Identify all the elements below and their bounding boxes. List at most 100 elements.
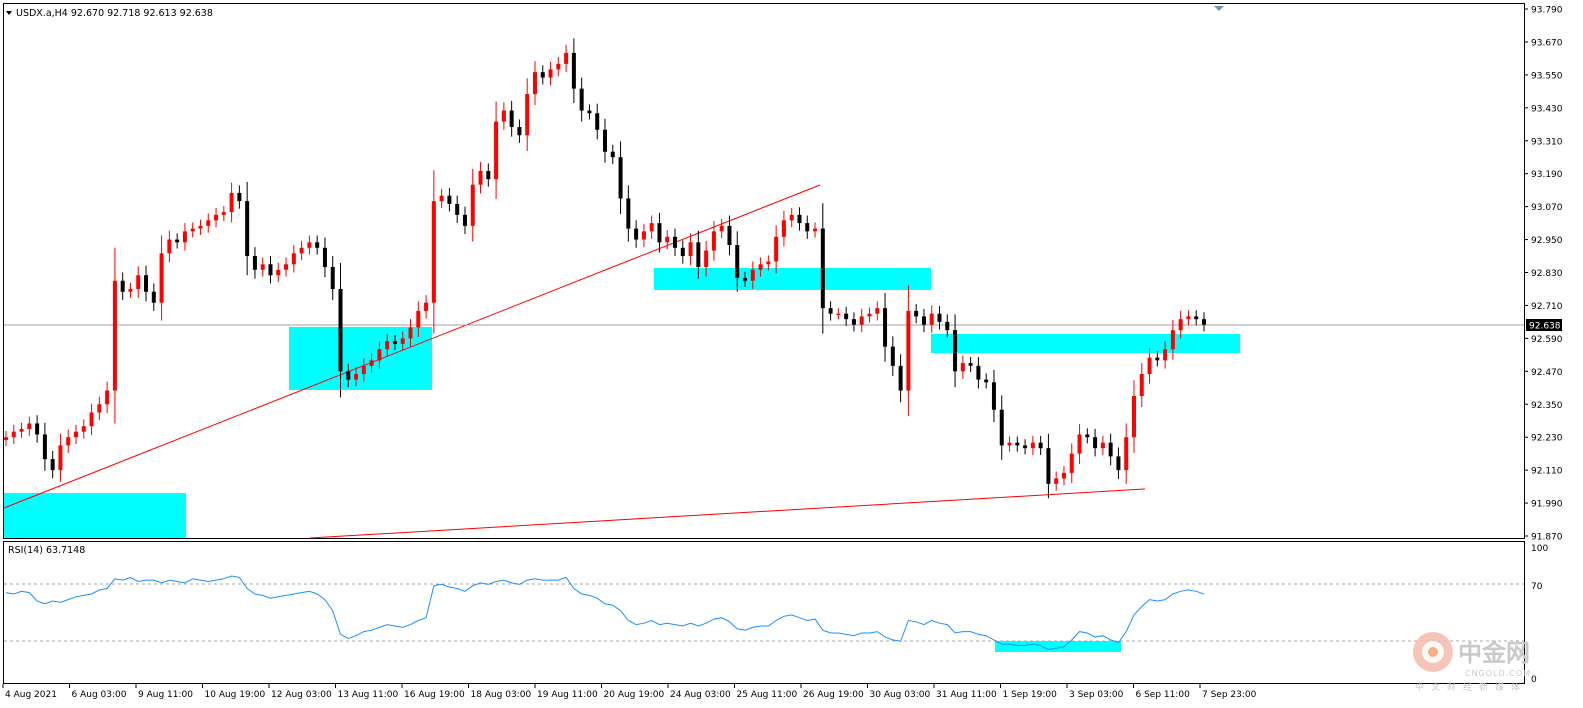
candle-body	[330, 267, 335, 289]
candle-body	[711, 231, 716, 251]
candle-body	[354, 374, 359, 380]
candle-body	[501, 110, 506, 122]
candle-body	[1007, 442, 1012, 446]
candle-body	[603, 129, 607, 152]
time-tick-label: 24 Aug 03:00	[670, 690, 731, 700]
candle-body	[1023, 445, 1028, 449]
candle-body	[167, 239, 172, 254]
candle-body	[743, 277, 748, 281]
candle-body	[252, 256, 257, 270]
time-tick-label: 19 Aug 11:00	[537, 690, 598, 700]
candle-body	[766, 261, 771, 265]
candle-body	[680, 247, 685, 257]
time-tick-label: 13 Aug 11:00	[338, 690, 399, 700]
candle-body	[1131, 396, 1136, 438]
candle-body	[198, 225, 203, 229]
price-tick-label: 92.110	[1531, 467, 1563, 477]
price-tick-label: 93.430	[1531, 104, 1563, 114]
candle-body	[634, 228, 639, 240]
price-tick-label: 92.230	[1531, 434, 1563, 444]
trendline-upper[interactable]	[3, 184, 821, 509]
zone-4	[931, 334, 1240, 353]
candle-body	[35, 423, 40, 435]
candle-body	[470, 184, 475, 226]
symbol-dropdown-icon[interactable]	[6, 11, 12, 15]
candle-body	[945, 321, 950, 331]
watermark-logo: 中金网 CNGOLD.COM 中文财经新媒体	[1413, 632, 1531, 693]
price-tick-label: 91.870	[1531, 533, 1563, 543]
watermark-domain: CNGOLD.COM	[1465, 669, 1531, 678]
candle-body	[564, 52, 569, 64]
candle-body	[976, 365, 981, 380]
candle-body	[797, 214, 802, 224]
candle-body	[182, 231, 187, 243]
candle-body	[50, 459, 55, 471]
candle-body	[820, 228, 825, 309]
candle-body	[688, 242, 693, 257]
trendline-lower[interactable]	[309, 488, 1146, 539]
candle-body	[159, 253, 164, 303]
candle-body	[735, 245, 740, 278]
candle-body	[361, 365, 366, 375]
price-tick-label: 93.550	[1531, 71, 1563, 81]
candle-body	[1108, 442, 1113, 457]
candle-body	[649, 223, 654, 232]
candle-body	[424, 302, 429, 311]
candle-body	[151, 291, 156, 303]
candle-body	[276, 269, 281, 276]
candle-body	[66, 437, 71, 446]
price-tick-label: 92.950	[1531, 236, 1563, 246]
rsi-tick-label: 100	[1531, 544, 1548, 554]
candle-body	[486, 170, 491, 180]
candle-body	[556, 63, 561, 70]
price-tick-label: 93.070	[1531, 203, 1563, 213]
candle-body	[455, 203, 460, 215]
candle-body	[1038, 442, 1043, 449]
candle-body	[1061, 472, 1066, 479]
time-tick-label: 16 Aug 19:00	[404, 690, 465, 700]
candle-body	[120, 280, 125, 292]
chart-shift-marker[interactable]	[1214, 6, 1224, 11]
candle-body	[953, 330, 958, 372]
time-tick-label: 20 Aug 19:00	[604, 690, 665, 700]
rsi-axis: 100 70 0	[1531, 544, 1548, 685]
candle-body	[346, 371, 351, 380]
candle-body	[587, 110, 592, 114]
candle-body	[408, 327, 413, 339]
candle-body	[1147, 357, 1152, 375]
candle-body	[509, 110, 514, 128]
time-tick-label: 6 Sep 11:00	[1136, 690, 1191, 700]
candle-body	[960, 363, 965, 372]
candle-body	[704, 250, 709, 268]
candle-body	[245, 201, 250, 257]
candle-body	[696, 242, 701, 268]
candle-body	[626, 198, 631, 229]
price-tick-label: 93.190	[1531, 170, 1563, 180]
candle-body	[494, 121, 499, 180]
candle-body	[260, 264, 265, 270]
candle-body	[999, 409, 1004, 446]
rsi-zone	[995, 641, 1121, 652]
time-tick-label: 30 Aug 03:00	[870, 690, 931, 700]
candle-body	[1030, 442, 1035, 449]
candle-body	[1155, 357, 1160, 361]
candle-body	[1124, 437, 1129, 471]
candle-body	[11, 431, 16, 438]
candle-body	[1054, 478, 1059, 484]
price-tick-label: 93.310	[1531, 137, 1563, 147]
candle-body	[867, 313, 872, 317]
time-tick-label: 6 Aug 03:00	[72, 690, 127, 700]
candle-body	[105, 390, 110, 405]
candle-body	[385, 341, 390, 350]
candle-body	[851, 319, 856, 325]
time-tick-label: 3 Sep 03:00	[1069, 690, 1124, 700]
candle-body	[1178, 319, 1183, 331]
candle-body	[595, 113, 600, 130]
candle-body	[1194, 316, 1199, 320]
candle-body	[1069, 453, 1074, 473]
time-tick-label: 9 Aug 11:00	[138, 690, 193, 700]
price-tick-label: 92.590	[1531, 335, 1563, 345]
candle-body	[673, 236, 678, 248]
candle-body	[369, 360, 374, 366]
candle-body	[315, 242, 320, 248]
